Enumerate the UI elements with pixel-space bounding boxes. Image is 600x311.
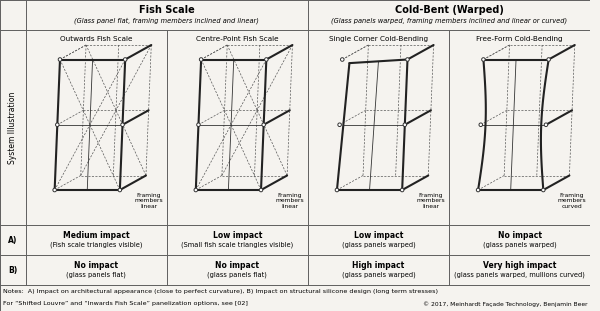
Circle shape [194, 188, 197, 192]
Circle shape [56, 123, 59, 127]
Text: Centre-Point Fish Scale: Centre-Point Fish Scale [196, 36, 278, 42]
Text: Fish Scale: Fish Scale [139, 5, 194, 15]
Text: (glass panels warped, mullions curved): (glass panels warped, mullions curved) [454, 272, 585, 278]
Bar [0, 285, 590, 311]
Text: (glass panels flat): (glass panels flat) [66, 272, 126, 278]
Text: No impact: No impact [497, 230, 542, 239]
Bar [0, 225, 590, 255]
Circle shape [406, 58, 409, 61]
Text: B): B) [8, 266, 17, 275]
Circle shape [482, 58, 485, 61]
Bar [167, 255, 308, 285]
Text: (glass panels warped): (glass panels warped) [483, 242, 556, 248]
Bar [0, 255, 590, 285]
Text: No impact: No impact [74, 261, 118, 270]
Bar [26, 255, 167, 285]
Bar [308, 225, 449, 255]
Text: A): A) [8, 235, 17, 244]
Text: (glass panels flat): (glass panels flat) [208, 272, 267, 278]
Bar [167, 30, 308, 225]
Bar [449, 225, 590, 255]
Bar [308, 30, 449, 225]
Text: Low impact: Low impact [212, 230, 262, 239]
Bar [449, 255, 590, 285]
Bar [26, 225, 167, 255]
Text: Framing
members
linear: Framing members linear [416, 193, 445, 209]
Text: Framing
members
linear: Framing members linear [134, 193, 163, 209]
Circle shape [197, 123, 200, 127]
Bar [0, 0, 26, 30]
Text: Free-Form Cold-Bending: Free-Form Cold-Bending [476, 36, 563, 42]
Text: System Illustration: System Illustration [8, 91, 17, 164]
Bar [0, 255, 26, 285]
Circle shape [262, 123, 265, 127]
Circle shape [53, 188, 56, 192]
Text: Medium impact: Medium impact [63, 230, 130, 239]
Text: (Fish scale triangles visible): (Fish scale triangles visible) [50, 242, 142, 248]
Text: Framing
members
curved: Framing members curved [557, 193, 586, 209]
Bar [26, 30, 167, 225]
Circle shape [400, 188, 404, 192]
Text: (Small fish scale triangles visible): (Small fish scale triangles visible) [181, 242, 293, 248]
Circle shape [118, 188, 122, 192]
Bar [308, 0, 590, 30]
Circle shape [479, 123, 482, 127]
Text: No impact: No impact [215, 261, 259, 270]
Circle shape [199, 58, 203, 61]
Circle shape [259, 188, 263, 192]
Bar [167, 225, 308, 255]
Circle shape [335, 188, 339, 192]
Text: Outwards Fish Scale: Outwards Fish Scale [60, 36, 133, 42]
Bar [26, 0, 308, 30]
Circle shape [547, 58, 550, 61]
Bar [449, 30, 590, 225]
Circle shape [124, 58, 127, 61]
Text: For “Shifted Louvre” and “Inwards Fish Scale” panelization options, see [02]: For “Shifted Louvre” and “Inwards Fish S… [3, 301, 248, 307]
Text: (glass panels warped): (glass panels warped) [341, 272, 415, 278]
Bar [308, 255, 449, 285]
Circle shape [121, 123, 124, 127]
Circle shape [341, 58, 344, 61]
Text: © 2017, Meinhardt Façade Technology, Benjamin Beer: © 2017, Meinhardt Façade Technology, Ben… [422, 301, 587, 307]
Text: (glass panels warped): (glass panels warped) [341, 242, 415, 248]
Circle shape [542, 188, 545, 192]
Text: Cold-Bent (Warped): Cold-Bent (Warped) [395, 5, 503, 15]
Text: Very high impact: Very high impact [483, 261, 556, 270]
Text: Low impact: Low impact [354, 230, 403, 239]
Circle shape [338, 123, 341, 127]
Bar [0, 225, 26, 255]
Text: Single Corner Cold-Bending: Single Corner Cold-Bending [329, 36, 428, 42]
Circle shape [544, 123, 548, 127]
Bar [0, 30, 590, 225]
Text: (Glass panels warped, framing members inclined and linear or curved): (Glass panels warped, framing members in… [331, 18, 567, 24]
Circle shape [58, 58, 62, 61]
Text: High impact: High impact [352, 261, 404, 270]
Text: Notes:  A) Impact on architectural appearance (close to perfect curvature), B) I: Notes: A) Impact on architectural appear… [3, 290, 438, 295]
Circle shape [403, 123, 407, 127]
Text: Framing
members
linear: Framing members linear [275, 193, 304, 209]
Circle shape [476, 188, 480, 192]
Text: (Glass panel flat, framing members inclined and linear): (Glass panel flat, framing members incli… [74, 18, 259, 24]
Bar [0, 0, 590, 30]
Circle shape [265, 58, 268, 61]
Bar [0, 30, 26, 225]
